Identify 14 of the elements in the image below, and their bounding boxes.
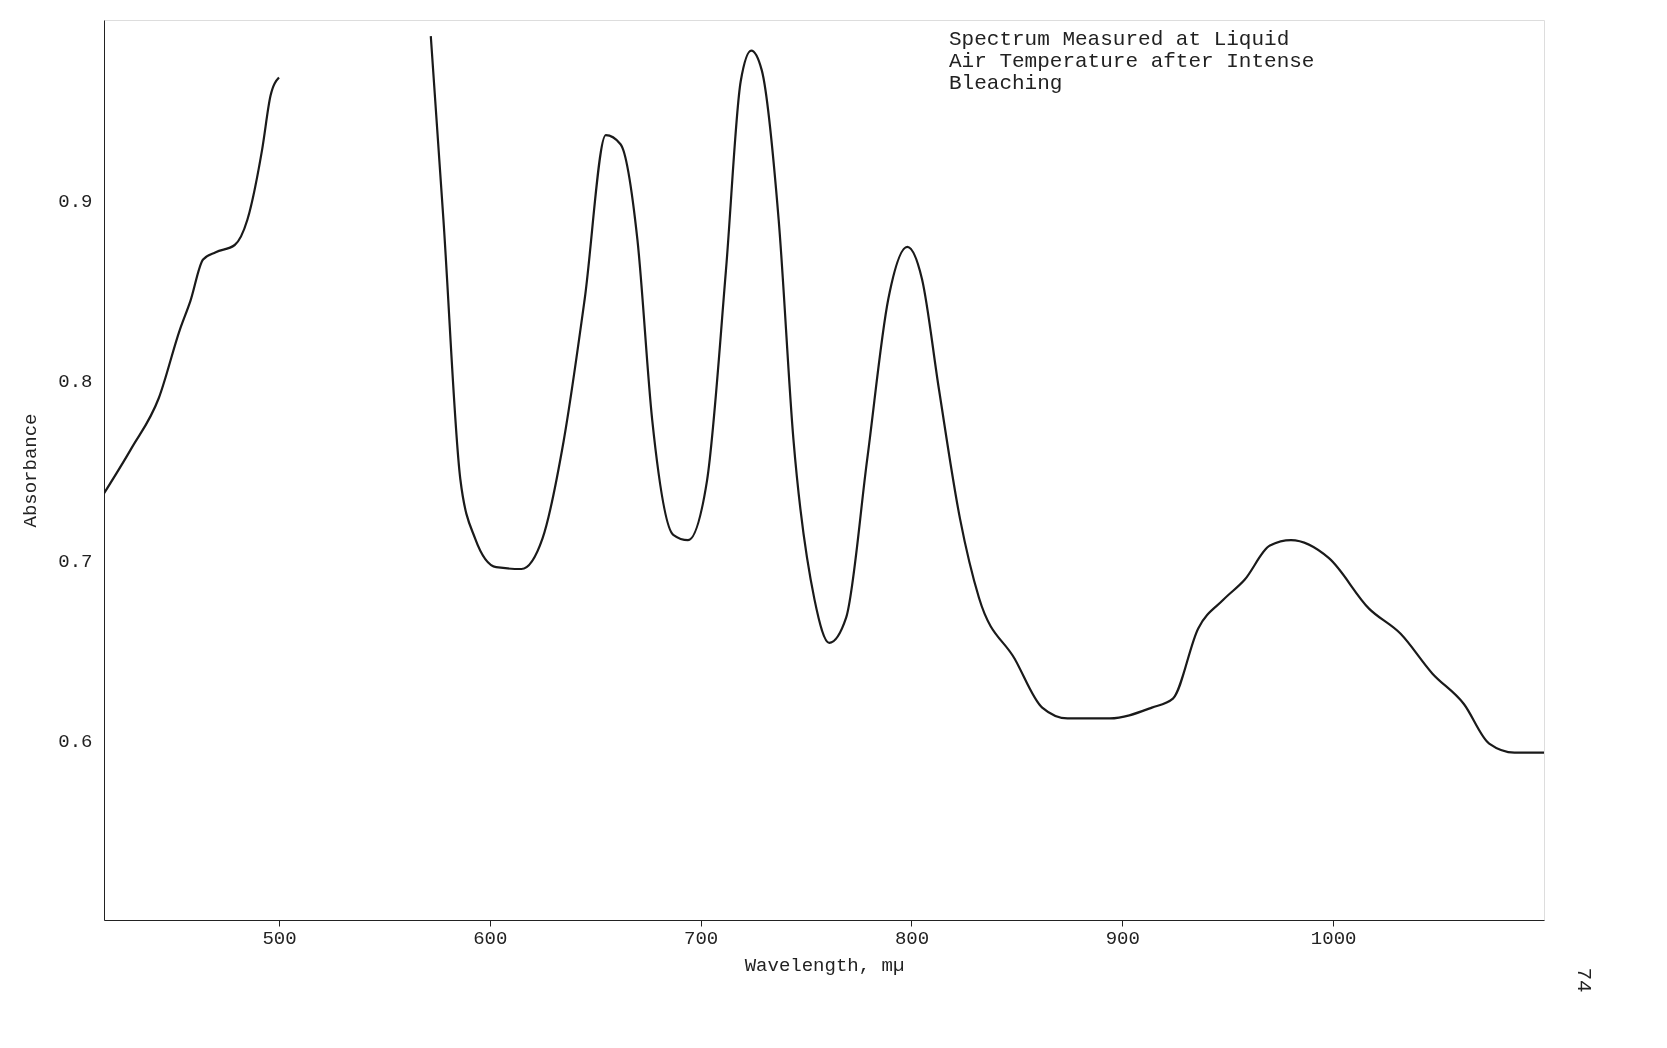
text: 74 — [1572, 967, 1595, 993]
x-tick-label: 800 — [894, 927, 930, 950]
y-tick-label: 0.7 — [58, 550, 93, 573]
y-tick-label: 0.9 — [58, 190, 93, 213]
y-tick-label: 0.8 — [58, 370, 93, 393]
y-tick-label: 0.6 — [58, 730, 93, 753]
x-tick-label: 700 — [684, 927, 719, 950]
x-tick-label: 900 — [1105, 927, 1140, 950]
x-axis-title: Wavelength, mµ — [744, 954, 905, 977]
x-tick-label: 600 — [473, 927, 508, 950]
x-tick-label: 1000 — [1310, 927, 1357, 950]
annotation: Spectrum Measured at Liquid Air Temperature after Intense Bleaching — [949, 28, 1315, 95]
x-tick-label: 500 — [262, 927, 297, 950]
y-axis-title: Absorbance — [20, 413, 43, 528]
